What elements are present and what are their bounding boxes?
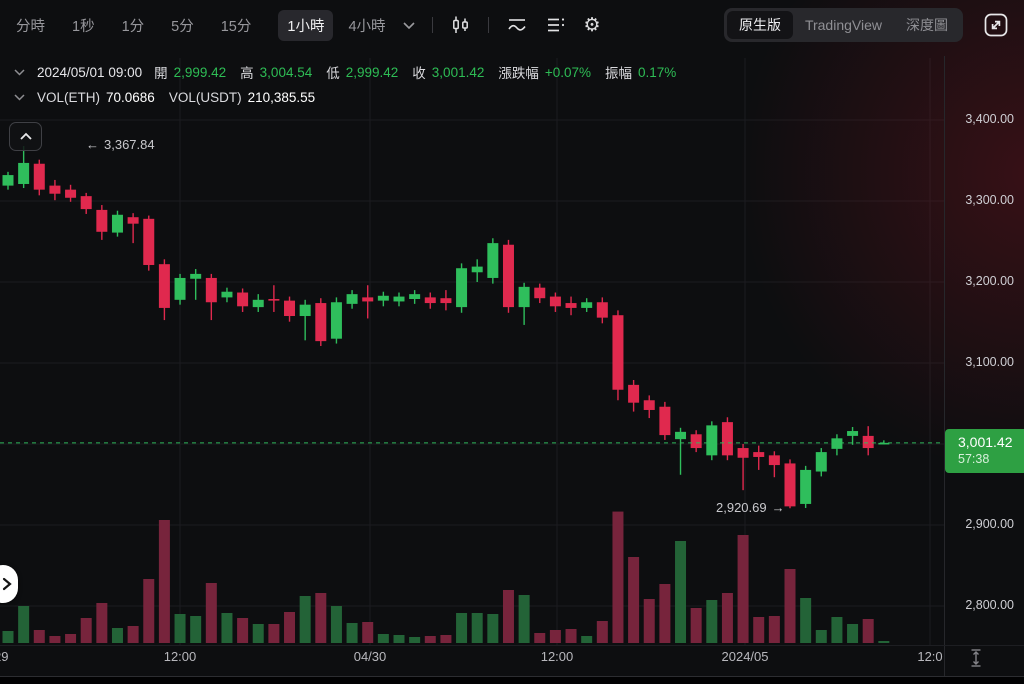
- field-value: +0.07%: [544, 64, 592, 80]
- range-high-value: 3,367.84: [104, 137, 155, 152]
- field-value: 3,001.42: [431, 64, 485, 80]
- last-price-value: 3,001.42: [958, 434, 1013, 450]
- interval-option-4[interactable]: 15分: [220, 18, 252, 35]
- info-pair-1: VOL(USDT) 210,385.55: [169, 90, 315, 105]
- info-pair-3: 收 3,001.42: [412, 62, 484, 82]
- info-pair-1: 高 3,004.54: [240, 62, 312, 82]
- field-label: 漲跌幅: [498, 66, 539, 81]
- toolbar-right: 原生版 TradingView 深度圖: [723, 8, 1008, 42]
- toolbar-divider: [487, 17, 489, 33]
- time-axis-separator: [0, 645, 1024, 646]
- chart-mode-tabs: 原生版 TradingView 深度圖: [723, 8, 963, 42]
- view-tab-2[interactable]: 深度圖: [906, 17, 948, 33]
- price-axis-separator: [944, 56, 945, 676]
- info-pair-0: VOL(ETH) 70.0686: [37, 90, 155, 105]
- chevron-down-icon[interactable]: [14, 68, 25, 76]
- view-tab-1[interactable]: TradingView: [804, 17, 882, 33]
- chart-toolbar: 分時 1秒 1分 5分 15分 1小時 4小時: [0, 0, 1024, 50]
- price-tick-5: 2,800.00: [965, 598, 1014, 612]
- interval-option-2[interactable]: 1分: [121, 18, 145, 35]
- arrow-left-icon: ←: [86, 137, 99, 152]
- field-label: VOL(ETH): [37, 90, 101, 105]
- field-label: 開: [154, 66, 168, 81]
- field-label: 振幅: [605, 66, 633, 81]
- info-pair-5: 振幅 0.17%: [605, 62, 676, 82]
- interval-option-0[interactable]: 分時: [16, 18, 45, 35]
- info-pair-2: 低 2,999.42: [326, 62, 398, 82]
- scroll-to-latest-button[interactable]: [0, 565, 18, 603]
- field-value: 2,999.42: [173, 64, 227, 80]
- last-price-badge: 3,001.42 57:38: [945, 429, 1024, 473]
- price-axis[interactable]: 3,400.00 3,300.00 3,200.00 3,100.00 2,900.00…: [944, 0, 1024, 684]
- info-pair-4: 漲跌幅 +0.07%: [498, 62, 591, 82]
- interval-option-1[interactable]: 1秒: [72, 18, 95, 35]
- view-tab-0[interactable]: 原生版: [726, 11, 793, 39]
- field-value: 2,999.42: [345, 64, 399, 80]
- candle-countdown: 57:38: [958, 452, 990, 466]
- info-pair-0: 開 2,999.42: [154, 62, 226, 82]
- time-tick-5: 12:0: [917, 649, 943, 664]
- range-low-value: 2,920.69: [716, 500, 767, 515]
- collapse-panel-button[interactable]: [9, 122, 42, 151]
- time-tick-3: 12:00: [540, 649, 574, 664]
- volume-info-row: VOL(ETH) 70.0686 VOL(USDT) 210,385.55: [14, 90, 315, 105]
- interval-option-3[interactable]: 5分: [171, 18, 194, 35]
- time-tick-0: 29: [0, 649, 9, 664]
- field-value: 0.17%: [638, 64, 677, 80]
- field-value: 210,385.55: [247, 90, 316, 105]
- field-value: 70.0686: [106, 90, 155, 105]
- time-tick-1: 12:00: [163, 649, 197, 664]
- ohlc-fields: 開 2,999.42 高 3,004.54 低 2,999.42 收 3,001.42 漲跌幅 +…: [154, 62, 676, 82]
- field-label: VOL(USDT): [168, 90, 242, 105]
- field-value: 3,004.54: [259, 64, 313, 80]
- time-axis[interactable]: 29 12:00 04/30 12:00 2024/05 12:0: [0, 649, 1024, 671]
- interval-4h[interactable]: 4小時: [348, 18, 386, 35]
- toolbar-tools: 4小時: [348, 15, 600, 36]
- field-label: 收: [412, 66, 426, 81]
- chevron-down-icon[interactable]: [402, 21, 415, 29]
- field-label: 低: [326, 66, 340, 81]
- price-tick-0: 3,400.00: [965, 112, 1014, 126]
- candlestick-icon[interactable]: [450, 15, 471, 35]
- price-tick-2: 3,200.00: [965, 274, 1014, 288]
- time-tick-4: 2024/05: [721, 649, 769, 664]
- gear-icon[interactable]: ⚙: [583, 14, 601, 36]
- bottom-edge: [0, 676, 1024, 684]
- chevron-down-icon[interactable]: [14, 94, 25, 101]
- candle-datetime: 2024/05/01 09:00: [37, 64, 143, 80]
- volume-fields: VOL(ETH) 70.0686 VOL(USDT) 210,385.55: [37, 90, 315, 105]
- indicators-icon[interactable]: [545, 16, 567, 34]
- time-tick-2: 04/30: [353, 649, 387, 664]
- field-label: 高: [240, 66, 254, 81]
- price-tick-4: 2,900.00: [965, 517, 1014, 531]
- price-scale-icon[interactable]: [967, 648, 985, 673]
- toolbar-divider: [431, 17, 433, 33]
- chevron-up-icon: [19, 132, 32, 140]
- fullscreen-icon[interactable]: [983, 13, 1008, 38]
- price-tick-3: 3,100.00: [965, 355, 1014, 369]
- range-low-marker: 2,920.69 →: [716, 500, 785, 515]
- range-high-marker: ← 3,367.84: [86, 137, 155, 152]
- arrow-right-icon: →: [771, 500, 785, 515]
- ohlc-info-row: 2024/05/01 09:00 開 2,999.42 高 3,004.54 低 2,99…: [14, 62, 676, 82]
- line-chart-icon[interactable]: [506, 16, 528, 34]
- price-tick-1: 3,300.00: [965, 193, 1014, 207]
- chevron-right-icon: [2, 577, 12, 591]
- interval-option-5[interactable]: 1小時: [278, 9, 334, 41]
- interval-selector: 分時 1秒 1分 5分 15分 1小時: [16, 9, 334, 41]
